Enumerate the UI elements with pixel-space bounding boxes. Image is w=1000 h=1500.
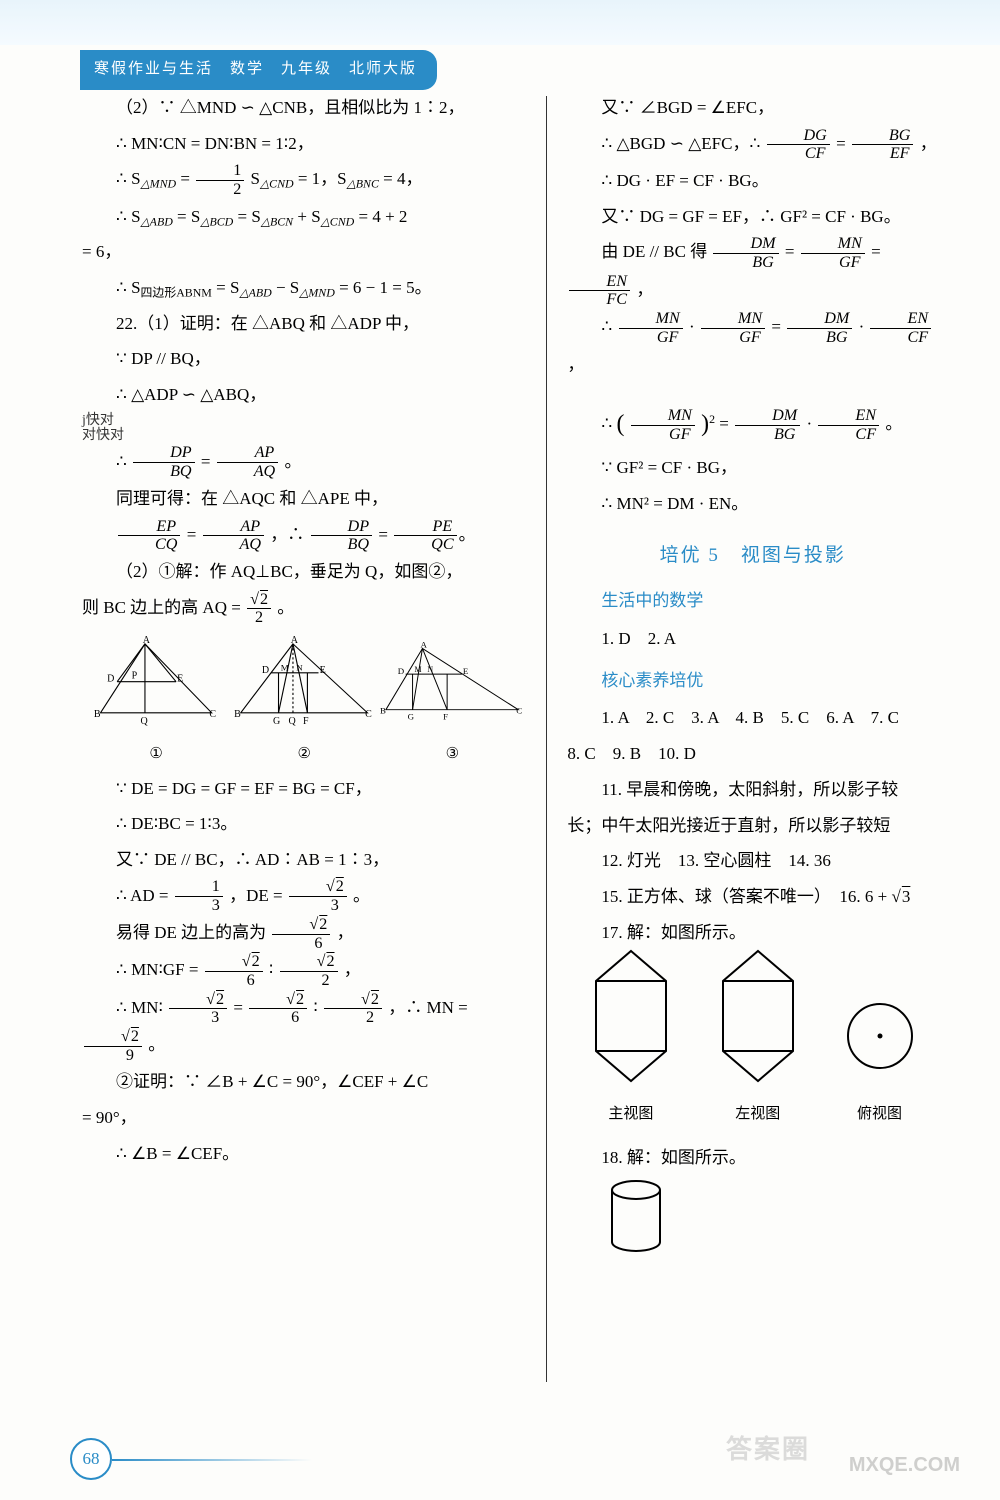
line: ∵ GF² = CF · BG， bbox=[567, 450, 938, 486]
figure-3: A B C D E G F M N bbox=[378, 635, 526, 735]
top-view: 俯视图 bbox=[840, 946, 920, 1130]
three-views: 主视图 左视图 俯视图 bbox=[567, 960, 938, 1130]
line: 12. 灯光 13. 空心圆柱 14. 36 bbox=[567, 843, 938, 879]
line: ∵ DE = DG = GF = EF = BG = CF， bbox=[82, 771, 526, 807]
svg-text:P: P bbox=[132, 670, 138, 681]
svg-text:M: M bbox=[415, 665, 422, 674]
triangle-figures: A B C Q D E P A B C D E G bbox=[82, 635, 526, 735]
front-view: 主视图 bbox=[586, 946, 676, 1130]
line: 长；中午太阳光接近于直射，所以影子较短 bbox=[567, 808, 938, 844]
line: 同理可得：在 △AQC 和 △APE 中， bbox=[82, 481, 526, 517]
line: ∵ DP // BQ， bbox=[82, 341, 526, 377]
line: ∴ ( MNGF )2 = DMBG · ENCF 。 bbox=[567, 400, 938, 450]
svg-text:E: E bbox=[177, 674, 183, 685]
line: 1. A 2. C 3. A 4. B 5. C 6. A 7. C bbox=[567, 700, 938, 736]
line: ∴ DPBQ = APAQ 。 bbox=[82, 444, 526, 481]
svg-text:B: B bbox=[94, 709, 101, 720]
line: （2）∵ △MND ∽ △CNB，且相似比为 1∶2， bbox=[82, 90, 526, 126]
line: 又∵ ∠BGD = ∠EFC， bbox=[567, 90, 938, 126]
svg-text:G: G bbox=[408, 712, 415, 722]
line: ∴ S△MND = 12 S△CND = 1，S△BNC = 4， bbox=[82, 161, 526, 198]
figure-labels: ① ② ③ bbox=[82, 739, 526, 771]
watermark: 答案圈 bbox=[726, 1423, 810, 1478]
header-tag: 寒假作业与生活 数学 九年级 北师大版 bbox=[80, 50, 437, 90]
svg-text:D: D bbox=[262, 665, 269, 676]
line: 由 DE // BC 得 DMBG = MNGF = ENFC ， bbox=[567, 234, 938, 309]
svg-text:Q: Q bbox=[141, 716, 149, 727]
figure-1: A B C Q D E P bbox=[82, 635, 230, 735]
line: 1. D 2. A bbox=[567, 621, 938, 657]
side-view: 左视图 bbox=[713, 946, 803, 1130]
svg-text:N: N bbox=[296, 663, 303, 673]
line: ∴ MN² = DM · EN。 bbox=[567, 486, 938, 522]
svg-text:E: E bbox=[320, 665, 326, 676]
line: ∴ △ADP ∽ △ABQ， bbox=[82, 377, 526, 413]
svg-text:B: B bbox=[380, 706, 386, 716]
line: ∴ MN∶GF = 26 ∶ 22 ， bbox=[82, 952, 526, 989]
line: 则 BC 边上的高 AQ = 22 。 bbox=[82, 590, 526, 627]
figure-2: A B C D E G Q F M N bbox=[230, 635, 378, 735]
svg-text:M: M bbox=[281, 663, 289, 673]
annotation: j快对对快对 bbox=[82, 413, 526, 444]
svg-text:N: N bbox=[428, 665, 434, 674]
page-number: 68 bbox=[70, 1438, 112, 1480]
svg-text:C: C bbox=[517, 706, 523, 716]
svg-text:F: F bbox=[303, 716, 309, 727]
subsection: 核心素养培优 bbox=[567, 663, 938, 699]
svg-text:A: A bbox=[291, 635, 299, 646]
line: 22.（1）证明：在 △ABQ 和 △ADP 中， bbox=[82, 306, 526, 342]
svg-text:D: D bbox=[107, 674, 114, 685]
line: ∴ DG · EF = CF · BG。 bbox=[567, 163, 938, 199]
svg-text:Q: Q bbox=[289, 716, 297, 727]
line: ∴ AD = 13 ，DE = 23 。 bbox=[82, 878, 526, 915]
line: （2）①解：作 AQ⊥BC，垂足为 Q，如图②， bbox=[82, 554, 526, 590]
svg-text:G: G bbox=[273, 716, 280, 727]
svg-text:C: C bbox=[365, 709, 372, 720]
svg-text:A: A bbox=[421, 640, 428, 650]
svg-text:B: B bbox=[234, 709, 241, 720]
page-content: （2）∵ △MND ∽ △CNB，且相似比为 1∶2， ∴ MN∶CN = DN… bbox=[70, 90, 950, 1430]
svg-text:C: C bbox=[209, 709, 216, 720]
line: 15. 正方体、球（答案不唯一） 16. 6 + 3 bbox=[567, 879, 938, 915]
line: 17. 解：如图所示。 bbox=[567, 915, 938, 951]
line: = 90°， bbox=[82, 1100, 526, 1136]
left-column: （2）∵ △MND ∽ △CNB，且相似比为 1∶2， ∴ MN∶CN = DN… bbox=[70, 90, 546, 1430]
subsection: 生活中的数学 bbox=[567, 583, 938, 619]
line: ∴ DE∶BC = 1∶3。 bbox=[82, 806, 526, 842]
line: ②证明：∵ ∠B + ∠C = 90°，∠CEF + ∠C bbox=[82, 1064, 526, 1100]
line: ∴ MNGF · MNGF = DMBG · ENCF ， bbox=[567, 309, 938, 382]
line: ∴ ∠B = ∠CEF。 bbox=[82, 1136, 526, 1172]
line: 又∵ DG = GF = EF，∴ GF² = CF · BG。 bbox=[567, 199, 938, 235]
line: EPCQ = APAQ ，∴ DPBQ = PEQC。 bbox=[82, 517, 526, 554]
line: ∴ S△ABD = S△BCD = S△BCN + S△CND = 4 + 2 bbox=[82, 199, 526, 235]
line: = 6， bbox=[82, 234, 526, 270]
line: 11. 早晨和傍晚，太阳斜射，所以影子较 bbox=[567, 772, 938, 808]
line: ∴ MN∶ 23 = 26 ∶ 22 ，∴ MN = 29 。 bbox=[82, 990, 526, 1065]
line: 8. C 9. B 10. D bbox=[567, 736, 938, 772]
right-column: 又∵ ∠BGD = ∠EFC， ∴ △BGD ∽ △EFC，∴ DGCF = B… bbox=[547, 90, 950, 1430]
svg-text:E: E bbox=[463, 666, 468, 676]
line: ∴ S四边形ABNM = S△ABD − S△MND = 6 − 1 = 5。 bbox=[82, 270, 526, 306]
watermark: MXQE.COM bbox=[849, 1444, 960, 1486]
cylinder-figure bbox=[601, 1176, 671, 1256]
header-gradient bbox=[0, 0, 1000, 45]
svg-text:A: A bbox=[143, 635, 151, 646]
line: ∴ △BGD ∽ △EFC，∴ DGCF = BGEF ， bbox=[567, 126, 938, 163]
svg-text:F: F bbox=[443, 712, 448, 722]
line: 易得 DE 边上的高为 26 ， bbox=[82, 915, 526, 952]
section-title: 培优 5 视图与投影 bbox=[567, 536, 938, 576]
line: ∴ MN∶CN = DN∶BN = 1∶2， bbox=[82, 126, 526, 162]
svg-text:D: D bbox=[398, 666, 405, 676]
line: 18. 解：如图所示。 bbox=[567, 1140, 938, 1176]
line: 又∵ DE // BC，∴ AD∶AB = 1∶3， bbox=[82, 842, 526, 878]
